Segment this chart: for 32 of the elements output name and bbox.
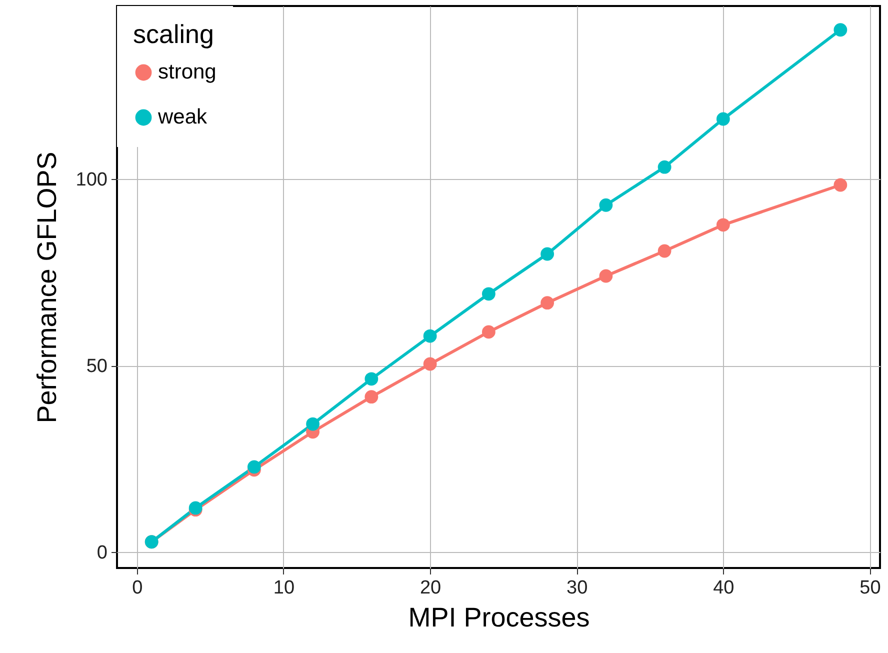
legend-title: scaling: [133, 19, 214, 49]
point: [482, 325, 496, 339]
legend-label: weak: [157, 106, 208, 128]
y-tick-label: 100: [76, 170, 108, 191]
x-tick-label: 50: [860, 578, 881, 598]
point: [364, 390, 378, 404]
x-tick-label: 20: [420, 578, 442, 598]
point: [716, 218, 730, 232]
point: [834, 178, 848, 192]
point: [599, 269, 613, 283]
x-axis-title: MPI Processes: [408, 602, 590, 632]
y-axis-title: Performance GFLOPS: [32, 152, 62, 424]
point: [306, 417, 320, 431]
point: [540, 247, 554, 261]
point: [658, 160, 672, 174]
point: [658, 244, 672, 258]
point: [482, 287, 496, 301]
x-tick-label: 30: [566, 578, 588, 598]
point: [247, 460, 261, 474]
legend-label: strong: [158, 60, 216, 84]
x-tick-label: 0: [132, 578, 143, 598]
point: [364, 372, 378, 386]
point: [716, 112, 730, 126]
point: [834, 23, 848, 37]
point: [599, 198, 613, 212]
point: [540, 296, 554, 310]
point: [423, 357, 437, 371]
y-tick-label: 50: [86, 356, 108, 377]
x-tick-label: 40: [713, 578, 734, 598]
point: [423, 329, 437, 343]
y-tick-label: 0: [96, 542, 108, 564]
x-tick-label: 10: [273, 578, 295, 598]
